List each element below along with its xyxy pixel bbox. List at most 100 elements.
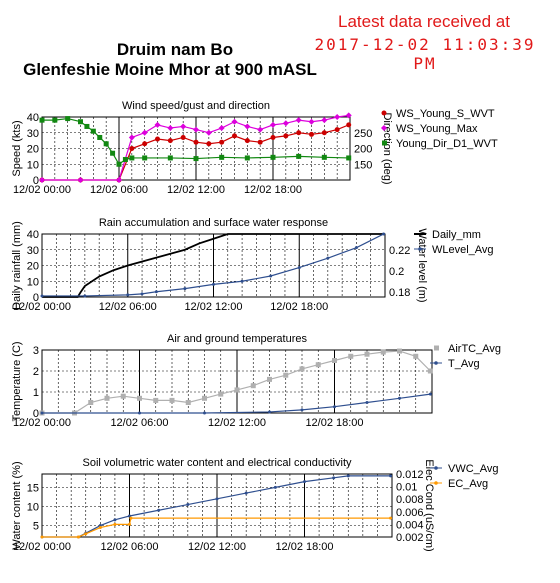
data-point: [321, 117, 328, 124]
y-tick-label: 0: [33, 175, 39, 187]
y-tick-label: 10: [27, 159, 39, 171]
data-point: [219, 154, 225, 160]
legend-label: AirTC_Avg: [448, 343, 501, 355]
y-tick-label: 10: [27, 276, 39, 288]
data-point: [113, 518, 117, 522]
y2-tick-label: 200: [354, 144, 372, 156]
data-point: [348, 353, 354, 359]
legend-label: EC_Avg: [448, 478, 488, 490]
data-point: [333, 405, 336, 409]
series-line: [42, 393, 431, 414]
x-tick-label: 12/02 06:00: [100, 541, 158, 553]
data-point: [84, 123, 90, 129]
data-point: [90, 128, 96, 134]
data-point: [113, 522, 117, 526]
data-point: [413, 353, 419, 359]
data-point: [240, 279, 244, 283]
data-point: [183, 287, 187, 291]
data-point: [300, 408, 304, 412]
data-point: [321, 130, 327, 136]
y2-tick-label: 0.004: [396, 519, 424, 531]
data-point: [203, 411, 206, 415]
data-point: [397, 348, 402, 354]
legend-swatch: [381, 125, 387, 131]
x-tick-label: 12/02 06:00: [90, 184, 148, 196]
data-point: [206, 141, 212, 147]
data-point: [398, 396, 401, 400]
y2-tick-label: 0.008: [396, 494, 424, 506]
y-tick-label: 1: [33, 387, 39, 399]
y-tick-label: 40: [27, 229, 39, 241]
data-point: [83, 294, 87, 298]
y2-tick-label: 0.2: [389, 266, 404, 278]
data-point: [257, 126, 264, 133]
data-point: [303, 480, 306, 484]
series-line: [42, 517, 391, 538]
y2-tick-label: 0.18: [389, 287, 410, 299]
data-point: [157, 508, 161, 512]
legend-label: Daily_mm: [432, 229, 481, 241]
y2-tick-label: 0.002: [396, 532, 424, 544]
y2-axis-label: Direction (deg): [381, 112, 393, 184]
data-point: [389, 516, 393, 520]
y-axis-label: Daily rainfall (mm): [11, 221, 23, 310]
y2-tick-label: 0.22: [389, 245, 410, 257]
data-point: [257, 139, 263, 145]
data-point: [153, 397, 159, 403]
data-point: [185, 400, 191, 405]
data-point: [103, 141, 109, 147]
data-point: [180, 123, 187, 130]
x-tick-label: 12/02 00:00: [13, 417, 71, 429]
data-point: [270, 134, 276, 140]
data-point: [334, 114, 341, 120]
chart-title: Air and ground temperatures: [167, 333, 308, 345]
data-point: [380, 349, 386, 355]
y2-tick-label: 0.012: [396, 469, 424, 481]
data-point: [332, 476, 336, 480]
x-tick-label: 12/02 00:00: [13, 541, 71, 553]
x-tick-label: 12/02 00:00: [13, 184, 71, 196]
data-point: [218, 125, 225, 132]
legend-swatch: [434, 361, 438, 365]
data-point: [231, 118, 238, 125]
data-point: [193, 126, 199, 133]
data-point: [334, 127, 340, 133]
data-point: [97, 134, 103, 140]
data-point: [129, 155, 135, 161]
y-tick-label: 0: [33, 408, 39, 420]
data-point: [39, 177, 45, 183]
legend-swatch: [418, 247, 422, 251]
data-point: [269, 274, 273, 278]
plot-frame: [41, 116, 351, 181]
data-point: [282, 120, 289, 127]
data-point: [346, 122, 352, 128]
plot-frame: [41, 233, 386, 298]
data-point: [140, 292, 144, 296]
data-point: [88, 400, 94, 405]
data-point: [345, 112, 352, 119]
data-point: [116, 161, 122, 167]
data-point: [295, 117, 302, 124]
temperature-chart: Air and ground temperatures 0 1 2 3 12/02 00:…: [11, 333, 501, 429]
data-point: [218, 391, 224, 397]
data-point: [128, 134, 135, 141]
data-point: [428, 392, 432, 396]
y-tick-label: 30: [27, 245, 39, 257]
data-point: [104, 395, 110, 401]
data-point: [267, 376, 272, 382]
latest-data-timestamp: 2017-12-02 11:03:39 PM: [314, 35, 536, 73]
data-point: [141, 129, 148, 136]
data-point: [297, 266, 301, 270]
data-point: [167, 138, 173, 144]
y-axis-label: Speed (kts): [11, 120, 23, 176]
data-point: [205, 129, 212, 136]
data-point: [180, 134, 186, 140]
x-tick-label: 12/02 18:00: [244, 184, 302, 196]
data-point: [126, 293, 130, 297]
y2-axis-label: Elec Cond (uS/cm): [423, 459, 435, 551]
data-point: [346, 474, 350, 478]
data-point: [346, 155, 352, 161]
data-point: [308, 118, 315, 125]
y-tick-label: 2: [33, 366, 39, 378]
chart-title: Soil volumetric water content and electr…: [82, 457, 352, 469]
